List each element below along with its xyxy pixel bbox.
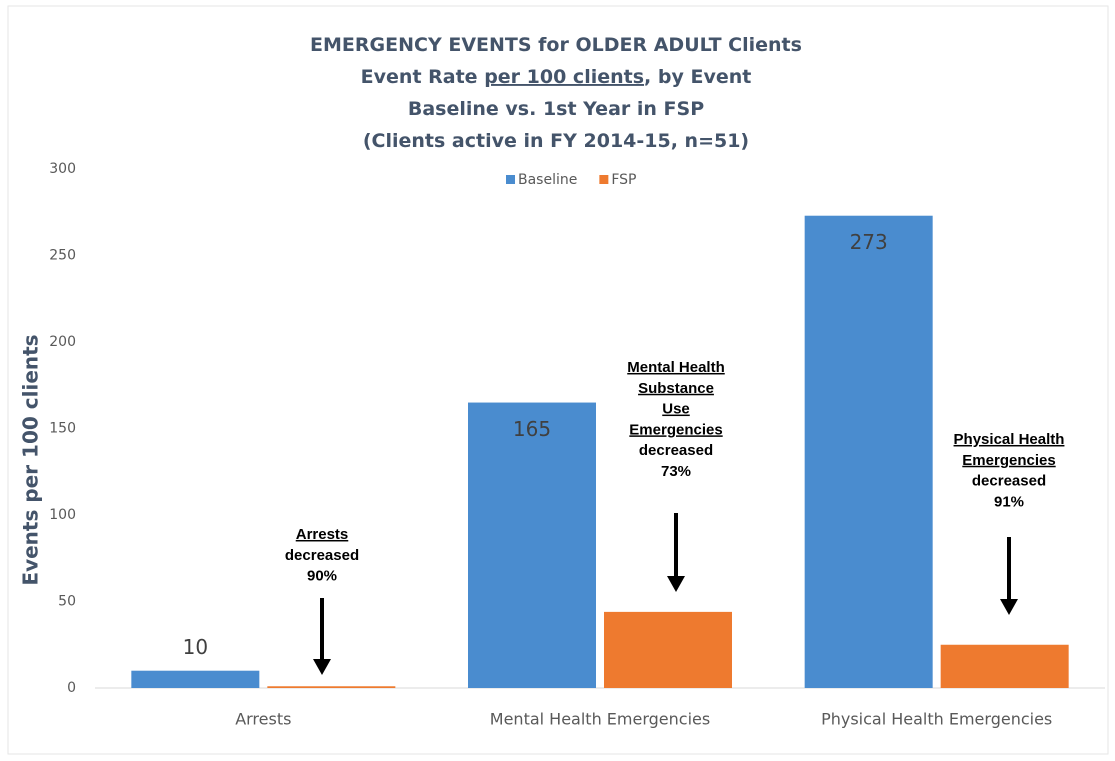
bar (131, 670, 260, 688)
x-tick-label: Mental Health Emergencies (490, 710, 710, 729)
x-tick-label: Arrests (235, 710, 291, 729)
annotation-line: 90% (307, 568, 337, 585)
annotation-arrowhead (1000, 599, 1018, 615)
legend-swatch (506, 175, 515, 184)
title-segment: , by Event (644, 66, 751, 88)
y-tick-label: 300 (49, 161, 76, 177)
annotation-line: decreased (972, 473, 1046, 490)
y-tick-label: 100 (49, 507, 76, 523)
title-segment: Baseline vs. 1st Year in FSP (408, 98, 704, 120)
annotation-line: 73% (661, 463, 691, 480)
y-tick-label: 250 (49, 248, 76, 264)
bar (468, 402, 596, 688)
annotation-line: Emergencies (962, 452, 1055, 469)
chart-title: EMERGENCY EVENTS for OLDER ADULT Clients (310, 34, 802, 56)
y-tick-label: 50 (58, 594, 76, 610)
annotation-line: 91% (994, 493, 1024, 510)
annotation-line: Arrests (296, 526, 349, 543)
value-label: 10 (183, 635, 208, 659)
annotation-line: Use (662, 401, 690, 418)
x-tick-label: Physical Health Emergencies (821, 710, 1052, 729)
y-tick-label: 0 (67, 680, 76, 696)
title-segment: Event Rate (361, 66, 485, 88)
y-tick-label: 150 (49, 421, 76, 437)
annotation-line: decreased (285, 547, 359, 564)
title-segment: EMERGENCY EVENTS for OLDER ADULT Clients (310, 34, 802, 56)
chart-title: (Clients active in FY 2014-15, n=51) (363, 130, 749, 152)
title-segment: (Clients active in FY 2014-15, n=51) (363, 130, 749, 152)
y-axis-label: Events per 100 clients (19, 334, 43, 585)
chart-title: Event Rate per 100 clients, by Event (361, 66, 752, 88)
legend-swatch (599, 175, 609, 184)
annotation-arrowhead (667, 576, 685, 592)
annotation-arrowhead (313, 659, 331, 675)
annotation-line: Mental Health (627, 359, 725, 376)
bar (940, 644, 1069, 688)
annotation-line: Emergencies (629, 421, 722, 438)
legend-label: FSP (611, 172, 636, 188)
value-label: 273 (850, 230, 888, 254)
title-segment: per 100 clients (484, 66, 644, 88)
annotation-line: decreased (639, 442, 713, 459)
bar (804, 215, 933, 688)
bar (604, 611, 732, 688)
y-tick-label: 200 (49, 334, 76, 350)
annotation-line: Physical Health (954, 431, 1065, 448)
legend-label: Baseline (518, 172, 577, 188)
chart-title: Baseline vs. 1st Year in FSP (408, 98, 704, 120)
annotation-line: Substance (638, 380, 714, 397)
bar (267, 686, 396, 688)
value-label: 165 (513, 417, 551, 441)
